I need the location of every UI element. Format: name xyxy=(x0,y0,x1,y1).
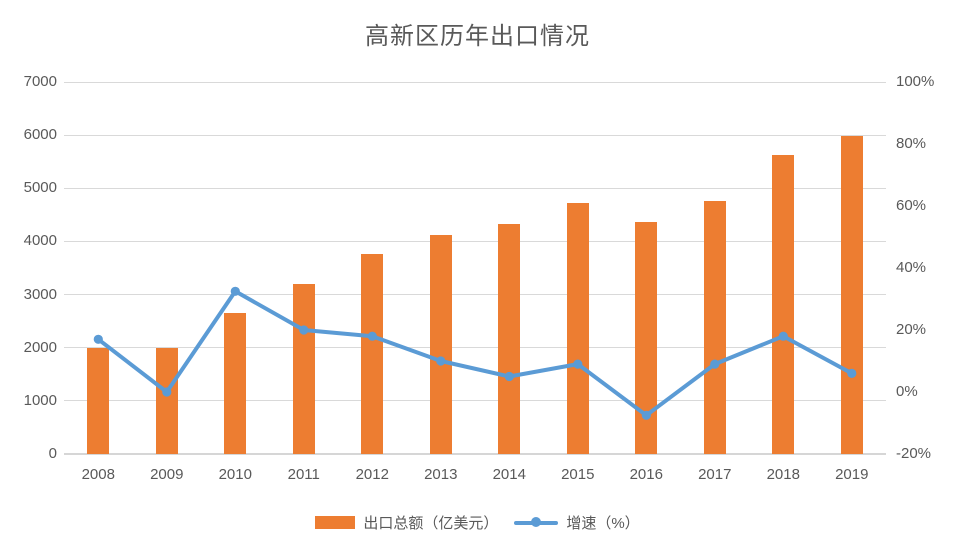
growth-point-marker xyxy=(710,359,720,369)
y-axis-label-right: -20% xyxy=(896,445,932,462)
growth-point-marker xyxy=(573,359,583,369)
x-axis-label: 2014 xyxy=(492,466,526,483)
y-axis-label-right: 80% xyxy=(896,135,927,152)
y-axis-label-left: 6000 xyxy=(23,126,57,144)
export-bar xyxy=(429,234,452,454)
chart-legend: 出口总额（亿美元） 增速（%） xyxy=(0,509,955,535)
y-axis-label-left: 3000 xyxy=(23,285,57,303)
x-axis-label: 2019 xyxy=(835,466,869,483)
legend-line-swatch-icon xyxy=(514,516,559,529)
export-bar xyxy=(498,223,521,454)
y-axis-label-right: 60% xyxy=(896,197,927,214)
gridline xyxy=(64,294,886,296)
y-axis-label-right: 40% xyxy=(896,259,927,276)
x-axis-label: 2016 xyxy=(629,466,663,483)
legend-line-marker xyxy=(531,517,542,527)
y-axis-label-left: 7000 xyxy=(23,73,57,90)
x-axis-label: 2012 xyxy=(355,466,389,483)
gridline xyxy=(64,187,886,189)
growth-point-marker xyxy=(162,387,172,397)
export-bar xyxy=(87,347,110,454)
growth-point-marker xyxy=(299,325,309,335)
gridline xyxy=(64,240,886,242)
export-bar xyxy=(155,347,178,454)
growth-point-marker xyxy=(367,331,377,341)
growth-point-marker xyxy=(504,371,514,382)
x-axis-line xyxy=(64,453,886,455)
legend-item: 增速（%） xyxy=(514,512,640,533)
growth-point-marker xyxy=(847,368,857,378)
y-axis-label-left: 2000 xyxy=(23,338,57,356)
legend-item: 出口总额（亿美元） xyxy=(315,512,498,533)
growth-point-marker xyxy=(778,331,788,341)
x-axis-label: 2009 xyxy=(150,466,184,483)
x-axis-label: 2011 xyxy=(287,466,320,483)
x-axis-label: 2017 xyxy=(698,466,732,483)
legend-label: 出口总额（亿美元） xyxy=(363,514,499,532)
y-axis-label-right: 20% xyxy=(896,321,927,338)
x-axis-label: 2013 xyxy=(424,466,458,483)
export-bar xyxy=(635,221,658,454)
gridline xyxy=(64,81,886,83)
growth-point-marker xyxy=(641,410,651,420)
export-bar xyxy=(772,154,795,454)
gridline xyxy=(64,134,886,136)
export-bar xyxy=(703,200,726,454)
x-axis-label: 2008 xyxy=(81,466,115,483)
legend-label: 增速（%） xyxy=(566,514,640,532)
chart-title: 高新区历年出口情况 xyxy=(365,24,590,50)
export-bar xyxy=(840,135,863,454)
export-bar xyxy=(361,253,384,454)
growth-point-marker xyxy=(436,356,446,366)
growth-line xyxy=(96,289,854,418)
y-axis-label-right: 100% xyxy=(896,73,935,90)
growth-point-marker xyxy=(230,286,240,296)
x-axis-label: 2010 xyxy=(218,466,252,483)
y-axis-label-right: 0% xyxy=(896,383,918,400)
y-axis-label-left: 1000 xyxy=(23,391,57,409)
gridline xyxy=(64,347,886,349)
x-axis-label: 2015 xyxy=(561,466,595,483)
y-axis-label-left: 4000 xyxy=(23,232,57,250)
growth-line-layer xyxy=(93,286,857,420)
x-axis-label: 2018 xyxy=(766,466,800,483)
export-bar xyxy=(566,202,589,454)
growth-point-marker xyxy=(93,334,103,344)
gridline xyxy=(64,400,886,402)
legend-bar-swatch-icon xyxy=(315,515,356,529)
export-bar xyxy=(224,313,247,454)
y-axis-label-left: 0 xyxy=(48,445,57,462)
y-axis-label-left: 5000 xyxy=(23,179,57,197)
